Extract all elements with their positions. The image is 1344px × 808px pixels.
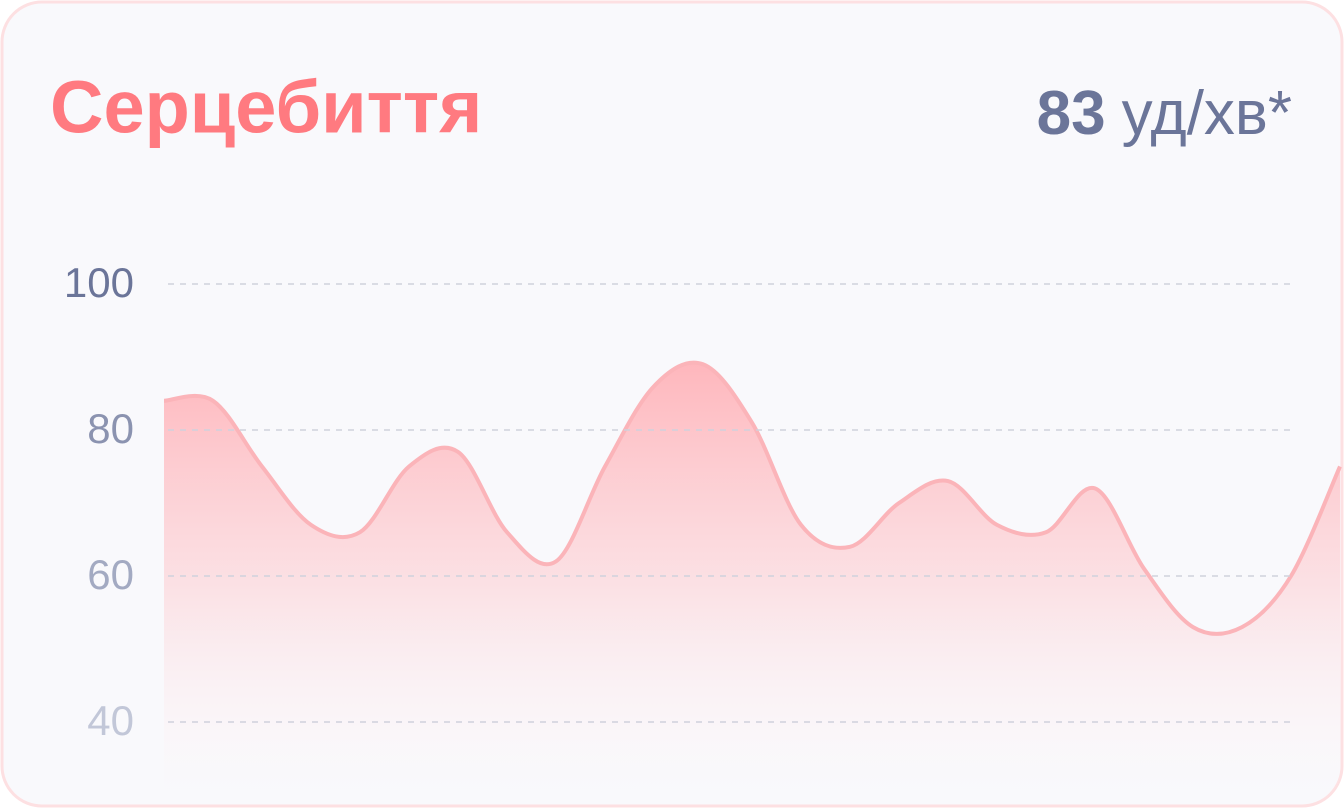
y-tick-label: 80 (87, 405, 134, 452)
y-tick-label: 40 (87, 697, 134, 744)
current-reading: 83 уд/хв* (1037, 79, 1292, 148)
line (163, 360, 1342, 636)
current-value: 83 (1037, 79, 1106, 148)
y-tick-label: 100 (64, 259, 134, 306)
card-title: Серцебиття (50, 66, 482, 149)
current-unit: уд/хв* (1122, 79, 1292, 148)
y-tick-label: 60 (87, 551, 134, 598)
area-fill (164, 362, 1340, 806)
plot (163, 360, 1342, 806)
